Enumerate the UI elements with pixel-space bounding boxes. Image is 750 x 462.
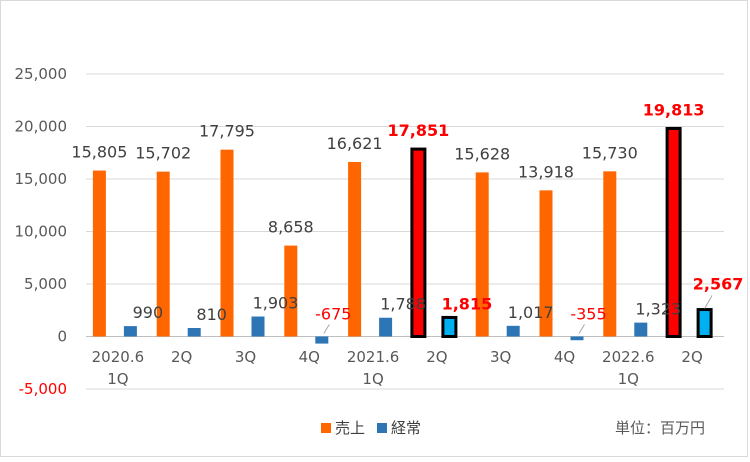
x-tick-line: 4Q — [554, 348, 575, 366]
y-tick-label: 0 — [57, 328, 67, 346]
x-tick-label: 3Q — [235, 348, 256, 366]
x-tick-label: 2020.6 1Q — [92, 348, 145, 388]
bar-ordinary — [251, 316, 265, 337]
data-label-ordinary: 1,323 — [635, 300, 681, 319]
bar-sales — [220, 149, 234, 337]
x-tick-line: 2Q — [171, 348, 192, 366]
x-tick-label: 4Q — [299, 348, 320, 366]
bar-ordinary — [696, 308, 713, 339]
x-tick-label: 3Q — [490, 348, 511, 366]
y-axis-ticks: -5,000 0 5,000 10,000 15,000 20,000 25,000 — [15, 65, 68, 398]
bar-sales — [348, 161, 362, 337]
bar-ordinary — [441, 315, 458, 339]
x-tick-line: 1Q — [362, 370, 383, 388]
legend: 売上 経常 — [321, 419, 421, 437]
data-label-sales: 15,730 — [582, 143, 638, 162]
x-axis-ticks: 2020.6 1Q 2Q 3Q 4Q 2021.6 1Q 2Q 3Q 4Q 2022.6 1Q 2Q — [92, 348, 703, 388]
data-label-sales: 16,621 — [327, 134, 383, 153]
bar-sales — [539, 190, 553, 337]
data-label-sales: 15,628 — [454, 144, 510, 163]
legend-swatch-ordinary — [377, 423, 387, 433]
legend-swatch-sales — [321, 423, 331, 433]
data-labels: 15,805 990 15,702 810 17,795 1,903 8,658 -675 16… — [71, 100, 744, 334]
leader-line — [578, 324, 585, 334]
data-label-sales: 17,795 — [199, 122, 255, 141]
x-tick-line: 2021.6 — [347, 348, 400, 366]
x-tick-line: 3Q — [235, 348, 256, 366]
bar-ordinary — [187, 327, 201, 337]
x-tick-line: 2Q — [681, 348, 702, 366]
data-label-sales: 15,805 — [71, 143, 127, 162]
legend-label-sales: 売上 — [335, 419, 365, 437]
bar-sales — [475, 172, 489, 337]
x-tick-line: 1Q — [618, 370, 639, 388]
data-label-ordinary: -355 — [570, 305, 606, 324]
x-tick-label: 2Q — [171, 348, 192, 366]
unit-label: 単位：百万円 — [615, 419, 705, 437]
y-tick-label: 20,000 — [15, 118, 68, 136]
x-tick-line: 4Q — [299, 348, 320, 366]
y-tick-label: 15,000 — [15, 170, 68, 188]
x-tick-line: 3Q — [490, 348, 511, 366]
y-tick-label: 25,000 — [15, 65, 68, 83]
data-label-sales: 8,658 — [268, 218, 314, 237]
bar-sales — [156, 171, 170, 337]
bar-sales — [603, 171, 617, 337]
data-label-sales: 15,702 — [135, 144, 191, 163]
bar-ordinary — [506, 325, 520, 337]
bar-sales — [410, 147, 427, 338]
legend-label-ordinary: 経常 — [391, 419, 421, 437]
x-tick-line: 1Q — [107, 370, 128, 388]
data-label-ordinary: 1,788 — [380, 295, 426, 314]
x-tick-line: 2020.6 — [92, 348, 145, 366]
x-tick-line: 2Q — [426, 348, 447, 366]
data-label-ordinary: 1,903 — [253, 294, 299, 313]
data-label-ordinary: 1,815 — [442, 294, 493, 313]
y-tick-label: 10,000 — [15, 223, 68, 241]
x-tick-label: 2Q — [681, 348, 702, 366]
x-tick-label: 2Q — [426, 348, 447, 366]
y-tick-label: -5,000 — [19, 380, 67, 398]
bar-sales — [92, 170, 106, 337]
data-label-ordinary: 810 — [196, 305, 227, 324]
data-label-sales: 17,851 — [388, 121, 450, 140]
bar-ordinary — [315, 336, 329, 344]
data-label-ordinary: 990 — [133, 303, 164, 322]
x-tick-label: 4Q — [554, 348, 575, 366]
bar-sales — [284, 245, 298, 337]
data-label-sales: 13,918 — [518, 162, 574, 181]
bar-ordinary — [123, 326, 137, 337]
data-label-ordinary: -675 — [315, 305, 351, 324]
leader-line — [704, 295, 713, 309]
y-tick-label: 5,000 — [24, 275, 67, 293]
data-label-ordinary: 1,017 — [508, 303, 554, 322]
bar-ordinary — [570, 336, 584, 341]
x-tick-label: 2022.6 1Q — [602, 348, 655, 388]
bar-sales — [665, 126, 682, 338]
x-tick-label: 2021.6 1Q — [347, 348, 400, 388]
leader-line — [323, 324, 330, 334]
bars — [92, 126, 713, 344]
x-tick-line: 2022.6 — [602, 348, 655, 366]
bar-ordinary — [634, 322, 648, 337]
data-label-ordinary: 2,567 — [693, 275, 744, 294]
bar-ordinary — [379, 317, 393, 337]
data-label-sales: 19,813 — [643, 100, 705, 119]
